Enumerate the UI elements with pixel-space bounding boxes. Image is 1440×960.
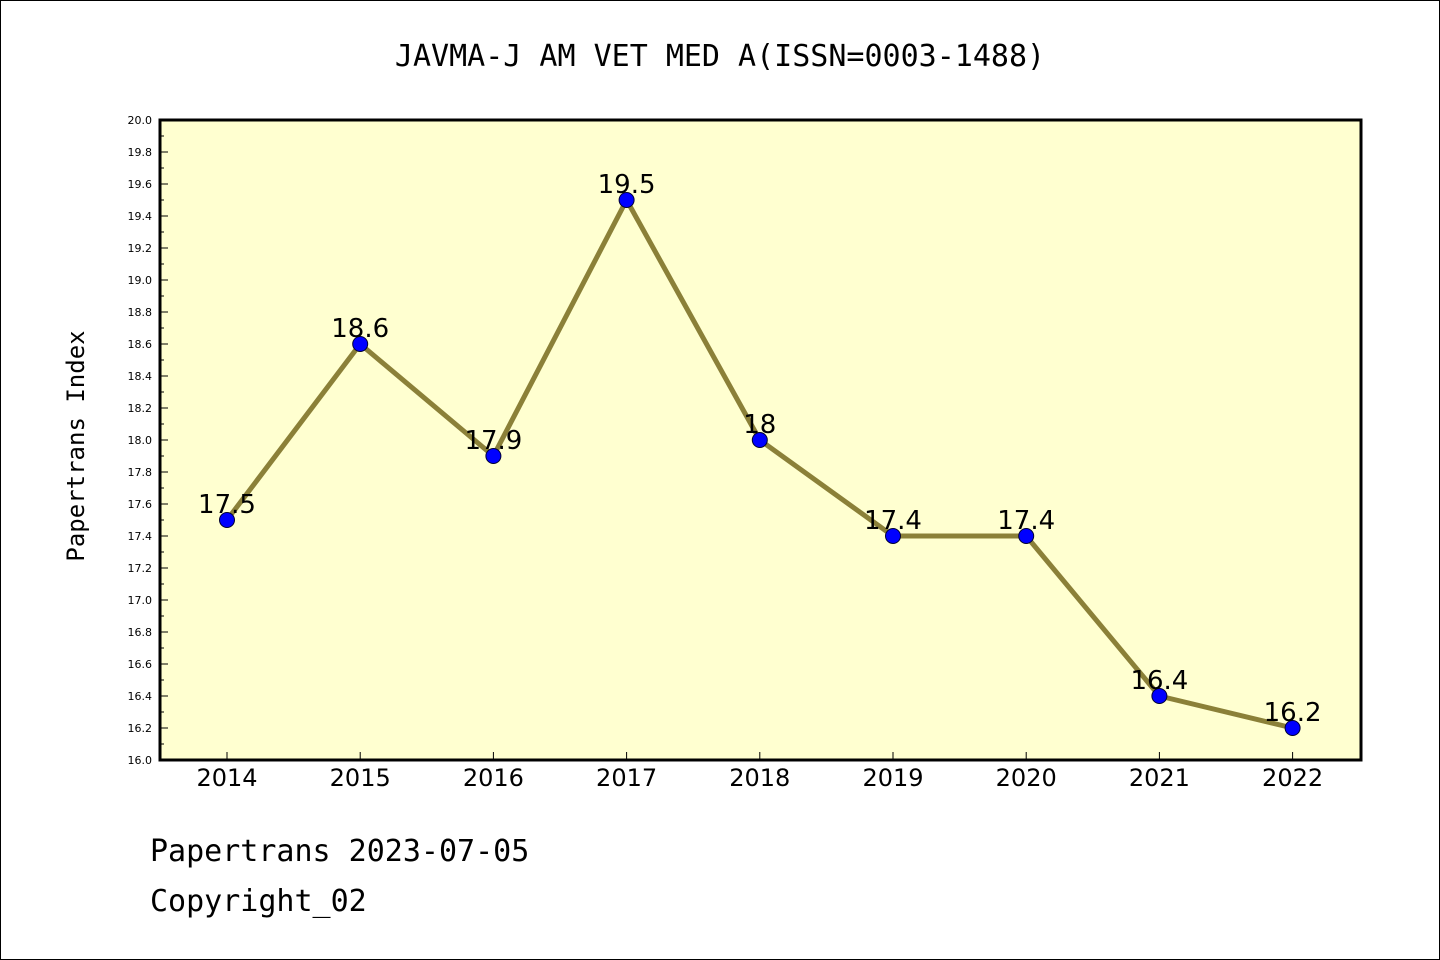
y-tick-label: 17.0: [128, 594, 153, 607]
footer-copyright: Copyright_02: [150, 884, 367, 919]
y-tick-label: 20.0: [128, 114, 153, 127]
data-point: [1284, 720, 1301, 736]
data-label: 18: [743, 410, 776, 440]
data-label: 16.2: [1264, 698, 1322, 728]
x-tick-label: 2017: [596, 764, 657, 792]
y-tick-label: 19.2: [128, 242, 153, 255]
data-label: 16.4: [1130, 666, 1188, 696]
y-tick-label: 16.6: [128, 658, 153, 671]
x-tick-label: 2018: [729, 764, 790, 792]
y-tick-label: 18.2: [128, 402, 153, 415]
data-point: [1018, 528, 1035, 544]
y-axis-label: Papertrans Index: [62, 330, 90, 561]
data-label: 18.6: [331, 314, 389, 344]
y-tick-label: 17.4: [128, 530, 153, 543]
data-label: 17.4: [997, 506, 1055, 536]
data-point: [219, 512, 235, 528]
y-axis-ticks: 16.0 16.2 16.4 16.6 16.8 17.0 17.2 17.4 17.6 17.8…: [128, 114, 168, 767]
y-tick-label: 17.6: [128, 498, 153, 511]
y-tick-label: 18.6: [128, 338, 153, 351]
x-tick-label: 2021: [1129, 764, 1190, 792]
y-tick-label: 18.4: [128, 370, 153, 383]
data-labels: 17.5 18.6 17.9 19.5 18 17.4 17.4 16.4 16.2: [198, 170, 1321, 728]
y-tick-label: 19.8: [128, 146, 153, 159]
y-tick-label: 16.0: [128, 754, 153, 767]
data-point: [618, 192, 635, 208]
y-tick-label: 19.6: [128, 178, 153, 191]
chart-title: JAVMA-J AM VET MED A(ISSN=0003-1488): [395, 39, 1045, 74]
y-tick-label: 16.8: [128, 626, 153, 639]
data-label: 19.5: [598, 170, 656, 200]
x-tick-label: 2014: [196, 764, 257, 792]
y-tick-label: 19.0: [128, 274, 153, 287]
y-tick-label: 17.8: [128, 466, 153, 479]
series-markers: [219, 192, 1301, 736]
data-point: [1151, 688, 1168, 704]
y-tick-label: 16.4: [128, 690, 153, 703]
data-point: [485, 448, 502, 464]
x-tick-label: 2020: [996, 764, 1057, 792]
data-point: [751, 432, 768, 448]
y-tick-label: 19.4: [128, 210, 153, 223]
y-tick-label: 18.8: [128, 306, 153, 319]
x-tick-label: 2022: [1262, 764, 1323, 792]
x-axis-ticks: 2014 2015 2016 2017 2018 2019 2020 2021 2022: [196, 752, 1323, 792]
data-point: [885, 528, 901, 544]
x-tick-label: 2019: [862, 764, 923, 792]
x-tick-label: 2015: [330, 764, 391, 792]
data-label: 17.5: [198, 490, 256, 520]
data-label: 17.9: [464, 426, 522, 456]
y-tick-label: 18.0: [128, 434, 153, 447]
footer-date: Papertrans 2023-07-05: [150, 834, 530, 869]
x-tick-label: 2016: [463, 764, 524, 792]
y-tick-label: 17.2: [128, 562, 153, 575]
y-tick-label: 16.2: [128, 722, 153, 735]
data-label: 17.4: [864, 506, 922, 536]
data-point: [352, 336, 369, 352]
